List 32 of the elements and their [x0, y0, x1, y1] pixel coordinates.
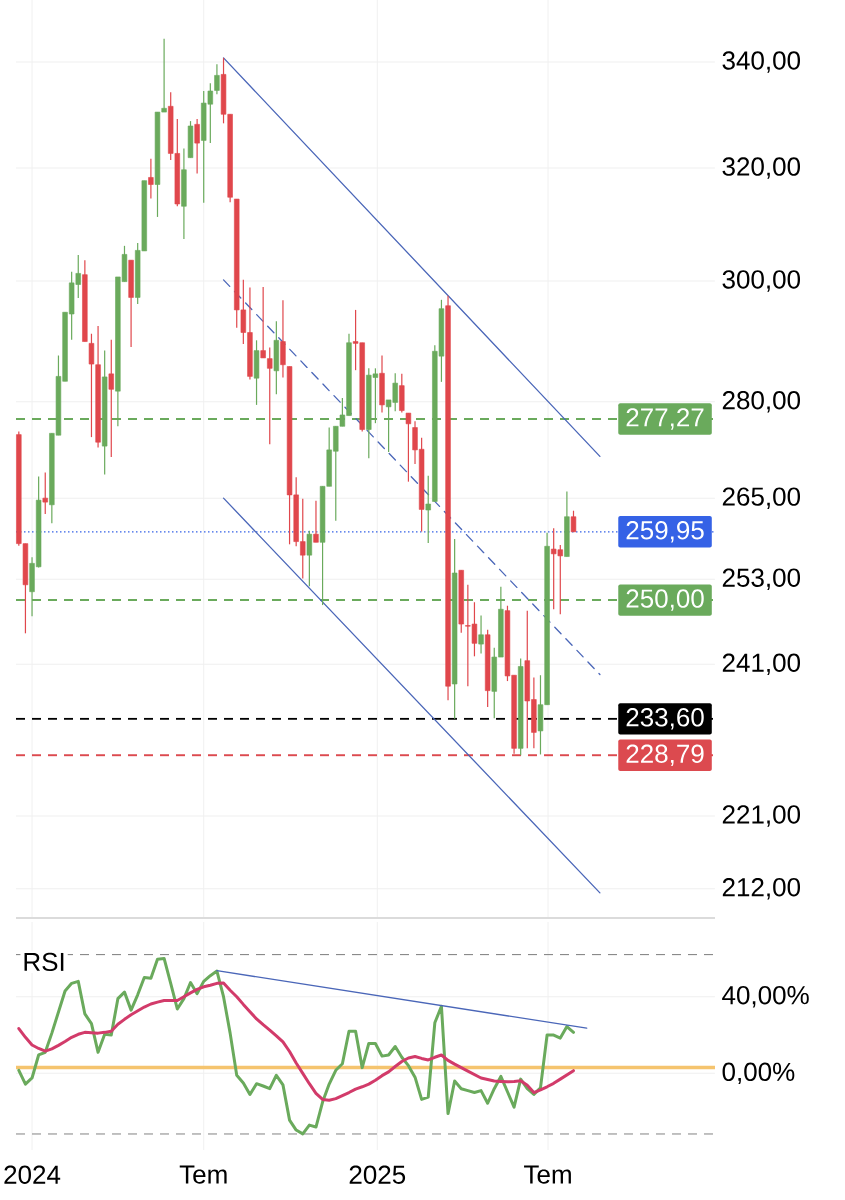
text: RSI — [24, 952, 64, 972]
x-tick-label: Tem — [179, 1165, 227, 1184]
y-tick-label: 300,00 — [722, 270, 801, 292]
y-tick-label: 212,00 — [722, 878, 801, 900]
x-tick-label: Tem — [524, 1165, 571, 1184]
candlestick — [570, 510, 577, 533]
candlestick — [306, 530, 313, 587]
candlestick — [478, 615, 484, 655]
candlestick — [313, 500, 319, 543]
y-tick-label: 253,00 — [722, 568, 801, 590]
ref-line-label: 250,00 — [626, 589, 704, 611]
ref-line-label: 277,27 — [626, 408, 704, 430]
candlestick — [148, 158, 154, 199]
y-tick-label: 221,00 — [722, 805, 801, 827]
candlestick — [425, 475, 431, 544]
ref-line-label: 228,79 — [626, 744, 704, 767]
x-tick-label: 2024 — [4, 1165, 61, 1184]
x-tick-label: 2025 — [349, 1165, 406, 1184]
y-tick-label: 40,00% — [722, 985, 809, 1008]
y-tick-label: 280,00 — [722, 391, 801, 413]
y-tick-label: 320,00 — [722, 157, 801, 179]
candlestick — [42, 471, 48, 515]
y-tick-label: 265,00 — [722, 487, 801, 509]
candlestick — [108, 339, 114, 458]
candlestick — [405, 412, 412, 483]
candlestick — [280, 299, 286, 379]
candlestick — [194, 118, 200, 175]
ref-line-label: 259,95 — [626, 521, 704, 543]
y-tick-label: 340,00 — [722, 51, 801, 73]
y-tick-label: 241,00 — [722, 653, 801, 676]
ref-line-label: 233,60 — [626, 708, 704, 730]
y-tick-label: 0,00% — [722, 1062, 795, 1085]
